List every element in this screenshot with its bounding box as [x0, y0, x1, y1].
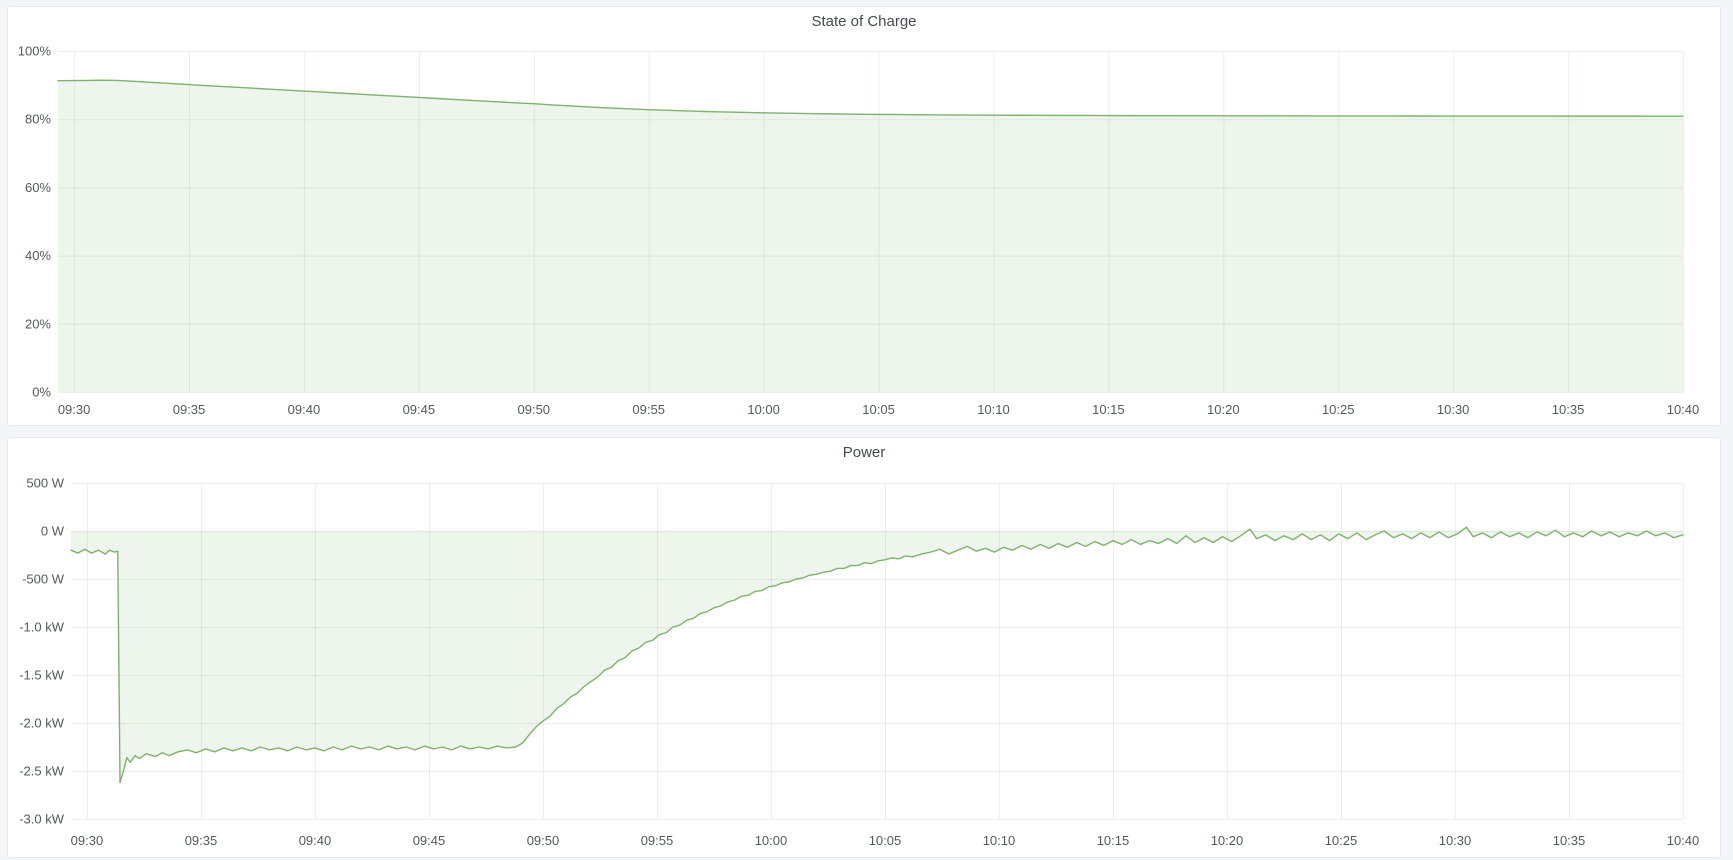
y-tick-label: -2.0 kW — [19, 716, 65, 731]
x-tick-label: 10:00 — [747, 402, 780, 417]
x-tick-label: 09:55 — [632, 402, 665, 417]
y-tick-label: 0 W — [41, 524, 65, 539]
series-area — [58, 80, 1683, 392]
x-tick-label: 10:10 — [983, 833, 1016, 848]
x-tick-label: 10:05 — [869, 833, 902, 848]
state-of-charge-plot[interactable]: 100%80%60%40%20%0%09:30 09:35 09:40 09:45 09… — [8, 37, 1720, 425]
panel-header: Power — [8, 438, 1720, 468]
y-tick-label: 60% — [25, 180, 51, 195]
x-tick-label: 09:35 — [185, 833, 218, 848]
x-tick-label: 10:15 — [1097, 833, 1130, 848]
y-tick-label: -500 W — [22, 572, 65, 587]
x-axis: 09:30 09:35 09:40 09:45 09:50 09:55 10:00 10:05… — [71, 833, 1700, 848]
y-tick-label: -1.5 kW — [19, 668, 65, 683]
y-tick-label: 100% — [18, 44, 52, 59]
y-tick-label: 80% — [25, 112, 51, 127]
panel-title-state-of-charge[interactable]: State of Charge — [811, 13, 917, 30]
x-tick-label: 09:40 — [299, 833, 332, 848]
x-tick-label: 10:05 — [862, 402, 895, 417]
x-tick-label: 09:50 — [527, 833, 560, 848]
power-plot[interactable]: 500 W 0 W -500 W -1.0 kW -1.5 kW -2.0 kW -2.5 … — [8, 468, 1720, 857]
x-tick-label: 09:55 — [641, 833, 674, 848]
x-tick-label: 09:30 — [71, 833, 104, 848]
x-tick-label: 09:45 — [403, 402, 436, 417]
panel-header: State of Charge — [8, 7, 1720, 37]
panel-title-power[interactable]: Power — [842, 444, 886, 461]
x-tick-label: 09:40 — [288, 402, 321, 417]
series-area — [71, 527, 1683, 783]
x-tick-label: 10:40 — [1667, 402, 1700, 417]
x-tick-label: 10:40 — [1667, 833, 1700, 848]
panel-state-of-charge: State of Charge 100% 80% 60% 40% 20% 0% 09:30 0… — [7, 6, 1721, 426]
y-tick-label: 500 W — [26, 476, 64, 491]
y-tick-label: -1.0 kW — [19, 620, 65, 635]
x-tick-label: 10:20 — [1207, 402, 1240, 417]
x-tick-label: 09:30 — [58, 402, 91, 417]
grid — [71, 483, 1684, 820]
y-tick-label: -3.0 kW — [19, 812, 65, 827]
x-tick-label: 10:15 — [1092, 402, 1125, 417]
y-tick-label: 40% — [25, 248, 51, 263]
x-tick-label: 10:25 — [1325, 833, 1358, 848]
y-tick-label: 0% — [32, 385, 51, 400]
x-tick-label: 10:30 — [1437, 402, 1470, 417]
series-line — [57, 79, 1684, 117]
y-tick-label: 20% — [25, 316, 51, 331]
x-tick-label: 10:30 — [1439, 833, 1472, 848]
power-chart[interactable]: 500 W 0 W -500 W -1.0 kW -1.5 kW -2.0 kW -2.5 … — [8, 468, 1720, 857]
x-tick-label: 10:25 — [1322, 402, 1355, 417]
x-axis: 09:30 09:35 09:40 09:45 09:50 09:55 10:00 10:05… — [58, 402, 1699, 417]
x-tick-label: 09:45 — [413, 833, 446, 848]
y-axis: 100% 80% 60% 40% 20% 0% — [18, 44, 52, 400]
y-tick-label: -2.5 kW — [19, 764, 65, 779]
grid — [58, 51, 1684, 393]
x-tick-label: 10:20 — [1211, 833, 1244, 848]
x-tick-label: 10:00 — [755, 833, 788, 848]
x-tick-label: 10:10 — [977, 402, 1010, 417]
y-axis: 500 W 0 W -500 W -1.0 kW -1.5 kW -2.0 kW -2.5 … — [19, 476, 65, 827]
x-tick-label: 09:50 — [518, 402, 551, 417]
series-line — [70, 526, 1684, 784]
x-tick-label: 09:35 — [173, 402, 206, 417]
state-of-charge-chart[interactable]: 100% 80% 60% 40% 20% 0% 09:30 09:35 09:40 09:45 09… — [8, 37, 1720, 425]
panel-power: Power 500 W 0 W -500 W -1.0 kW -1.5 kW -2.0 k… — [7, 437, 1721, 858]
x-tick-label: 10:35 — [1552, 402, 1585, 417]
x-tick-label: 10:35 — [1553, 833, 1586, 848]
